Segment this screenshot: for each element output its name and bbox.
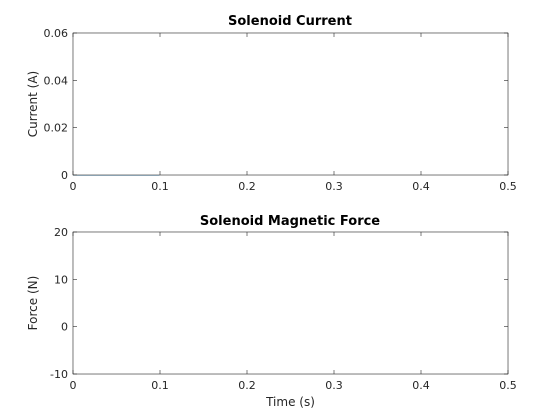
x-tick-label: 0.1 <box>151 180 169 193</box>
y-tick-label: 0 <box>61 169 68 182</box>
y-tick-label: 10 <box>54 273 68 286</box>
plot-title: Solenoid Current <box>228 14 352 29</box>
y-tick-label: 0 <box>61 321 68 334</box>
plot-title: Solenoid Magnetic Force <box>200 214 380 229</box>
x-tick-label: 0.3 <box>325 180 343 193</box>
x-tick-label: 0.3 <box>325 379 343 392</box>
x-tick-label: 0.5 <box>499 180 517 193</box>
y-axis-label: Force (N) <box>26 276 40 331</box>
axes-frame <box>72 32 509 176</box>
y-tick-label: 0.06 <box>44 27 69 40</box>
plot-solenoid-magnetic-force: Solenoid Magnetic Force 0 0.1 0.2 0.3 0.4 0.5… <box>26 214 517 409</box>
x-tick-label: 0.1 <box>151 379 169 392</box>
x-tick-label: 0.2 <box>238 180 256 193</box>
x-axis-label: Time (s) <box>265 395 315 409</box>
x-tick-label: 0.4 <box>412 180 430 193</box>
x-tick-label: 0.2 <box>238 379 256 392</box>
plot-solenoid-current: Solenoid Current 0 0.1 0.2 0.3 0.4 0.5 0 0.02 0.… <box>26 14 517 193</box>
y-tick-label: 0.02 <box>44 122 69 135</box>
y-tick-label: 20 <box>54 226 68 239</box>
y-tick-label: -10 <box>50 368 68 381</box>
y-tick-label: 0.04 <box>44 74 69 87</box>
axes-frame <box>72 231 509 375</box>
x-tick-label: 0.4 <box>412 379 430 392</box>
x-tick-label: 0 <box>70 379 77 392</box>
x-tick-label: 0.5 <box>499 379 517 392</box>
y-axis-label: Current (A) <box>26 71 40 137</box>
x-tick-label: 0 <box>70 180 77 193</box>
